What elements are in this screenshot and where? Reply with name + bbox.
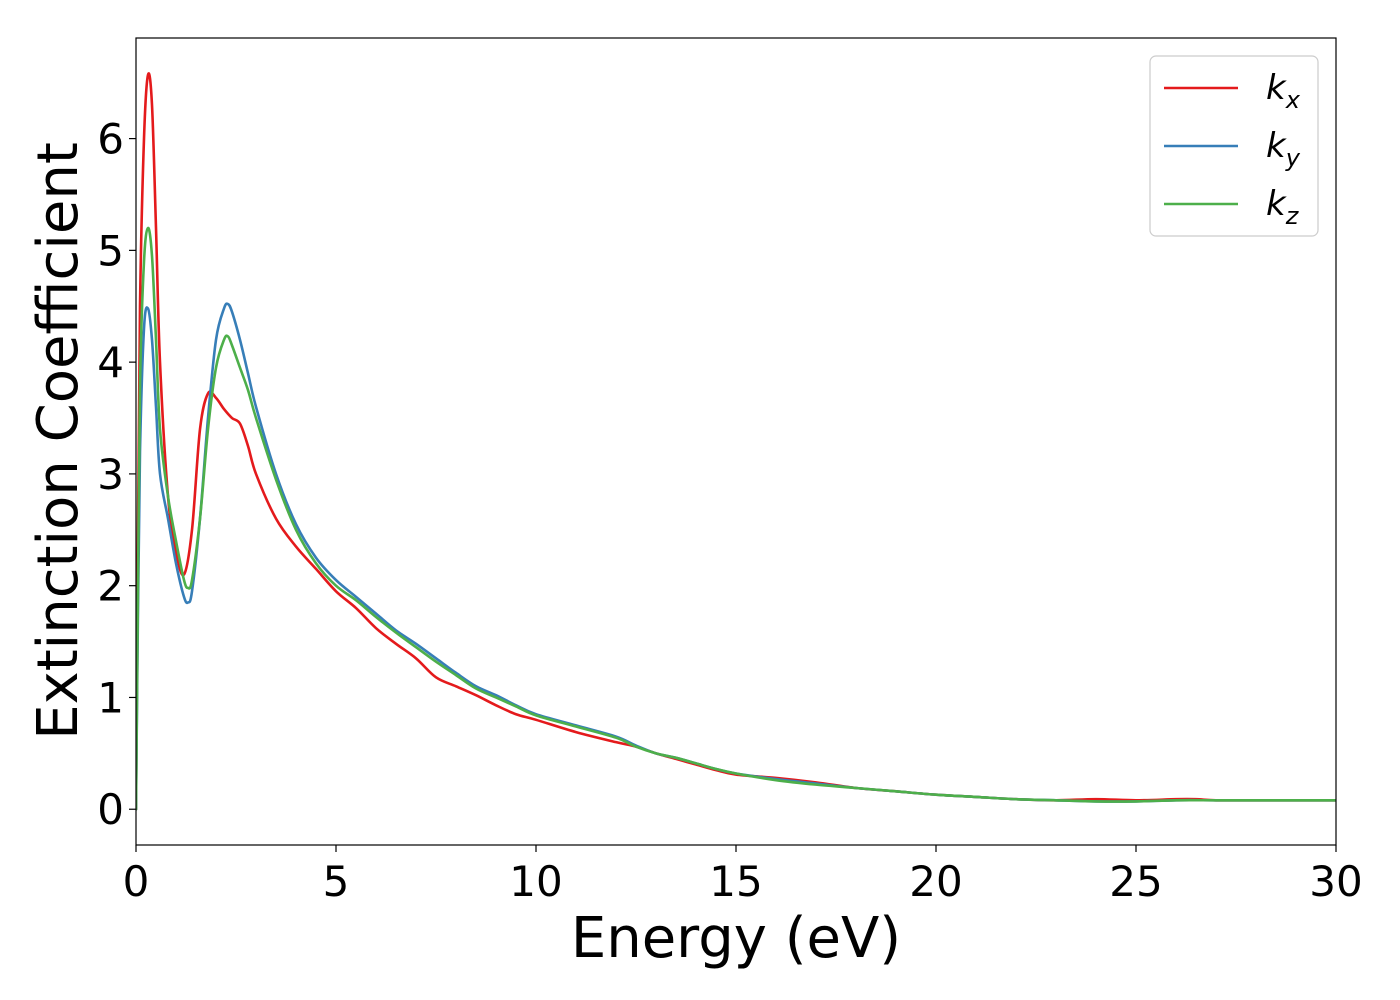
x-axis-title: Energy (eV)	[571, 906, 901, 971]
legend-label-base: k	[1266, 68, 1287, 108]
y-tick-label: 0	[97, 785, 124, 834]
y-axis-title: Extinction Coefficient	[26, 142, 91, 740]
y-tick-label: 3	[97, 450, 124, 499]
x-tick-label: 0	[123, 857, 150, 906]
legend-label-base: k	[1266, 184, 1287, 224]
legend-label-kx: kx	[1266, 68, 1301, 114]
series-layer	[136, 72, 1336, 811]
x-tick-label: 20	[909, 857, 962, 906]
x-axis-ticks: 0 5 10 15 20 25 30	[123, 845, 1363, 906]
legend-label-subscript: x	[1285, 86, 1301, 114]
legend-label-ky: ky	[1266, 126, 1301, 172]
y-tick-label: 4	[97, 338, 124, 387]
y-tick-label: 1	[97, 673, 124, 722]
legend-label-subscript: y	[1285, 144, 1301, 172]
series-line-kz	[136, 226, 1336, 811]
y-tick-label: 2	[97, 562, 124, 611]
y-tick-label: 6	[97, 115, 124, 164]
y-axis-ticks: 0 1 2 3 4 5 6	[97, 115, 136, 834]
legend-label-subscript: z	[1285, 202, 1300, 230]
x-tick-label: 30	[1309, 857, 1362, 906]
legend-label-base: k	[1266, 126, 1287, 166]
x-tick-label: 25	[1109, 857, 1162, 906]
legend-label-kz: kz	[1266, 184, 1300, 230]
x-tick-label: 10	[509, 857, 562, 906]
x-tick-label: 15	[709, 857, 762, 906]
x-tick-label: 5	[323, 857, 350, 906]
plot-area	[136, 38, 1336, 845]
y-tick-label: 5	[97, 226, 124, 275]
